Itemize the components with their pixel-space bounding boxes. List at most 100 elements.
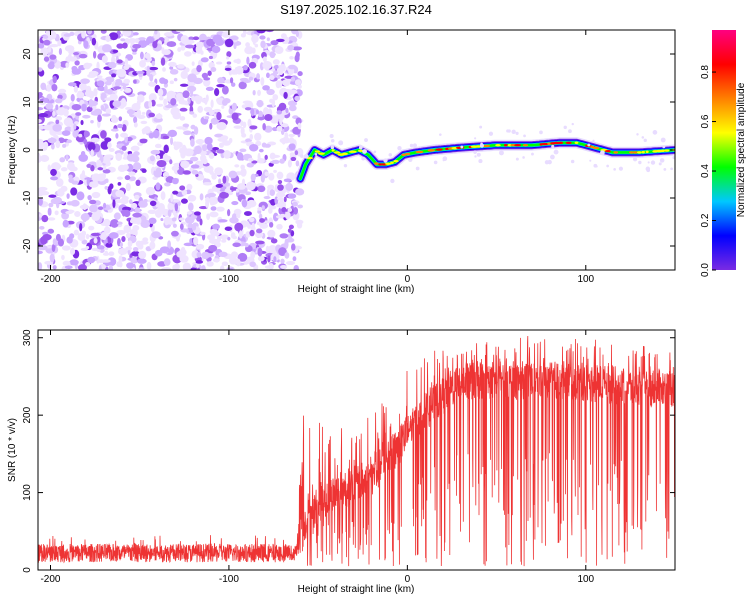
spectrogram-noise-blob — [212, 146, 220, 151]
spectrogram-noise-blob — [104, 137, 112, 143]
spectrogram-noise-blob — [277, 179, 283, 185]
spectrogram-noise-blob — [213, 108, 221, 113]
spectrogram-noise-blob — [241, 199, 248, 208]
spectrogram-noise-blob — [280, 264, 288, 269]
spectrogram-noise-blob — [189, 238, 193, 244]
spectrogram-noise-blob — [146, 261, 152, 270]
spectrogram-noise-blob — [87, 73, 96, 79]
spectrogram-noise-blob — [145, 186, 156, 196]
spectrogram-noise-blob — [183, 130, 192, 136]
spectrogram-noise-blob — [114, 80, 121, 88]
spectrogram-noise-blob — [206, 261, 214, 267]
spectrogram-noise-blob — [219, 191, 229, 199]
spectrogram-noise-blob — [118, 116, 123, 122]
spectrogram-noise-blob — [178, 217, 185, 221]
spectrogram-noise-blob — [90, 164, 95, 172]
spectrogram-faint-dot — [364, 138, 368, 142]
spectrogram-noise-blob — [175, 235, 180, 242]
spectrogram-noise-blob — [120, 209, 129, 215]
spectrogram-noise-blob — [216, 149, 225, 154]
spectrogram-noise-blob — [270, 160, 280, 164]
spectrogram-noise-blob — [117, 248, 128, 256]
spectrogram-noise-blob — [287, 44, 295, 51]
spectrogram-noise-blob — [207, 192, 217, 198]
spectrogram-noise-blob — [55, 140, 61, 149]
spectrogram-noise-blob — [43, 39, 51, 46]
spectrogram-noise-blob — [243, 79, 251, 84]
spectrogram-noise-blob — [251, 160, 258, 164]
spectrogram-faint-dot — [660, 137, 666, 143]
spectrogram-faint-dot — [662, 145, 666, 149]
spectrogram-noise-blob — [132, 44, 142, 49]
spectrogram-noise-blob — [89, 204, 98, 213]
spectrogram-noise-blob — [210, 99, 214, 108]
spectrogram-noise-blob — [189, 111, 195, 115]
spectrogram-noise-blob — [97, 206, 104, 211]
spectrogram-noise-blob — [185, 39, 195, 44]
spectrogram-noise-blob — [281, 138, 286, 145]
spectrogram-noise-blob — [268, 172, 275, 181]
spectrogram-noise-blob — [149, 241, 156, 250]
spectrogram-noise-blob — [38, 186, 48, 191]
spectrogram-noise-blob — [248, 217, 255, 223]
spectrogram-noise-blob — [148, 93, 157, 102]
spectrogram-noise-blob — [130, 202, 138, 209]
spectrogram-noise-blob — [234, 222, 244, 232]
spectrogram-noise-blob — [119, 198, 129, 205]
spectrogram-noise-blob — [257, 255, 265, 262]
spectrogram-noise-blob — [208, 62, 215, 69]
colorbar-gradient — [712, 30, 736, 270]
spectrogram-noise-blob — [170, 137, 174, 146]
spectrogram-noise-blob — [295, 188, 305, 196]
spectrogram-noise-blob — [278, 79, 283, 88]
spectrogram-noise-blob — [284, 132, 289, 140]
spectrogram-noise-blob — [191, 169, 199, 175]
spectrogram-noise-blob — [91, 37, 97, 46]
spectrogram-noise-blob — [50, 168, 57, 176]
spectrogram-noise-blob — [148, 112, 156, 118]
spectrogram-noise-blob — [78, 133, 83, 138]
spectrogram-noise-blob — [156, 160, 167, 168]
spectrogram-noise-blob — [281, 206, 287, 213]
spectrogram-faint-dot — [618, 166, 624, 171]
spectrogram-noise-blob — [201, 144, 208, 152]
spectrogram-faint-dot — [547, 159, 552, 165]
spectrogram-noise-blob — [132, 51, 137, 55]
colorbar-tick-label: 0.8 — [700, 65, 711, 79]
spectrogram-noise-blob — [42, 233, 52, 241]
spectrogram-noise-blob — [224, 67, 232, 71]
spectrogram-noise-blob — [249, 143, 259, 152]
spectrogram-faint-dot — [663, 167, 667, 171]
spectrogram-noise-blob — [227, 209, 231, 217]
spectrogram-noise-blob — [86, 176, 90, 186]
spectrogram-noise-blob — [122, 164, 129, 171]
spectrogram-noise-blob — [87, 256, 96, 264]
spectrogram-noise-blob — [284, 211, 291, 220]
spectrogram-noise-blob — [287, 100, 298, 107]
spectrogram-noise-blob — [284, 252, 290, 259]
spectrogram-noise-blob — [113, 86, 122, 90]
colorbar-tick-label: 0.0 — [700, 263, 711, 277]
spectrogram-noise-blob — [229, 77, 234, 84]
spectrogram-hot-spot — [405, 152, 411, 156]
spectrogram-noise-blob — [124, 175, 131, 181]
spectrogram-noise-blob — [228, 170, 238, 179]
spectrogram-noise-blob — [206, 213, 211, 221]
spectrogram-noise-blob — [160, 57, 166, 66]
spectrogram-noise-blob — [85, 262, 91, 267]
spectrogram-noise-blob — [275, 38, 285, 43]
spectrogram-noise-blob — [138, 240, 149, 245]
spectrogram-noise-blob — [47, 217, 56, 221]
spectrogram-noise-blob — [219, 265, 225, 270]
spectrogram-noise-blob — [187, 202, 194, 211]
spectrogram-faint-dot — [358, 145, 363, 150]
spectrogram-hot-spot — [317, 152, 325, 155]
spectrogram-noise-blob — [139, 51, 144, 60]
spectrogram-noise-blob — [201, 251, 210, 260]
spectrogram-noise-blob — [65, 154, 69, 162]
spectrogram-noise-blob — [136, 258, 147, 264]
spectrogram-noise-blob — [40, 47, 50, 55]
spectrogram-noise-blob — [244, 46, 254, 55]
spectrogram-y-ticks: -20 -10 0 10 20 — [22, 48, 675, 253]
spectrogram-noise-blob — [201, 264, 206, 270]
